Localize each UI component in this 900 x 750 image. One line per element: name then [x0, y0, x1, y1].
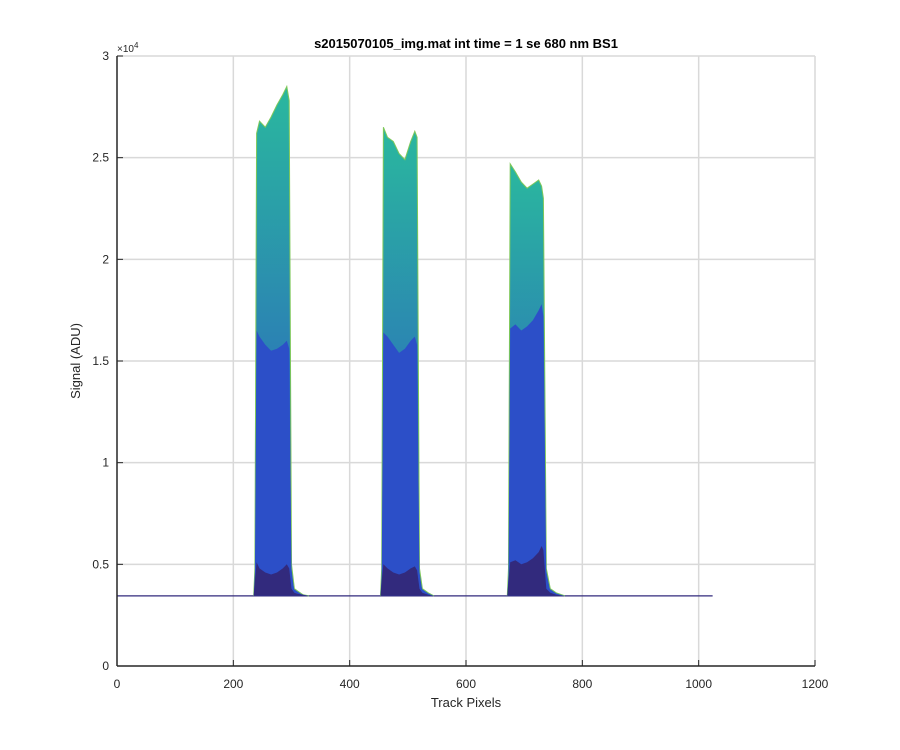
y-tick-label: 0.5 [92, 557, 109, 571]
x-tick-label: 1000 [685, 677, 712, 691]
y-tick-label: 2.5 [92, 151, 109, 165]
peak-low-area [507, 546, 565, 596]
peak-mid-area [253, 330, 309, 596]
y-tick-label: 2 [102, 252, 109, 266]
y-exponent-base: ×10 [117, 44, 134, 55]
peak-mid-area [507, 304, 565, 596]
x-tick-label: 800 [572, 677, 592, 691]
peak-top-edge [253, 84, 310, 597]
y-axis-label: Signal (ADU) [68, 323, 83, 399]
grid-layer [117, 55, 816, 666]
y-tick-label: 1 [102, 456, 109, 470]
y-exponent-label: ×104 [117, 41, 139, 55]
peak-low-area [380, 564, 434, 596]
peak-3 [506, 162, 566, 597]
y-tick-label: 3 [102, 49, 109, 63]
axes-layer [116, 55, 816, 667]
x-tick-label: 600 [456, 677, 476, 691]
tick-labels: 0 200 400 600 800 1000 1200 0 0.5 1 1.5 2 2.5 3 [92, 49, 828, 691]
peak-low-area [253, 562, 309, 596]
peak-mid-area [380, 332, 434, 596]
data-layer [117, 84, 713, 597]
peak-top-edge [506, 162, 566, 597]
peak-2 [380, 127, 435, 597]
chart-title: s2015070105_img.mat int time = 1 se 680 … [314, 36, 618, 51]
y-exponent-power: 4 [134, 41, 139, 50]
x-tick-label: 200 [223, 677, 243, 691]
x-tick-label: 0 [114, 677, 121, 691]
y-tick-label: 1.5 [92, 354, 109, 368]
y-tick-label: 0 [102, 659, 109, 673]
x-axis-label: Track Pixels [431, 695, 502, 710]
peak-1 [253, 84, 310, 597]
x-tick-label: 400 [340, 677, 360, 691]
x-tick-label: 1200 [802, 677, 829, 691]
peak-top-edge [380, 127, 435, 597]
